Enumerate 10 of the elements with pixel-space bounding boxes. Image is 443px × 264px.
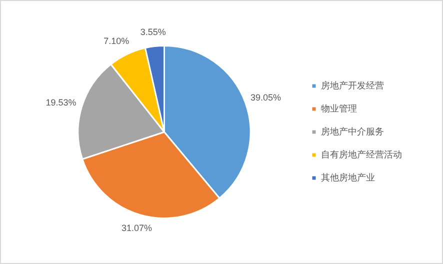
legend-label: 房地产中介服务 <box>321 126 384 138</box>
data-label: 39.05% <box>250 92 282 102</box>
data-label: 7.10% <box>104 36 130 46</box>
legend-label: 其他房地产业 <box>321 172 375 184</box>
legend-label: 物业管理 <box>321 103 357 114</box>
data-label: 3.55% <box>140 26 166 37</box>
legend-label: 房地产开发经营 <box>321 80 384 92</box>
legend-label: 自有房地产经营活动 <box>321 149 402 160</box>
data-label: 19.53% <box>46 98 76 108</box>
data-label: 31.07% <box>121 222 152 233</box>
